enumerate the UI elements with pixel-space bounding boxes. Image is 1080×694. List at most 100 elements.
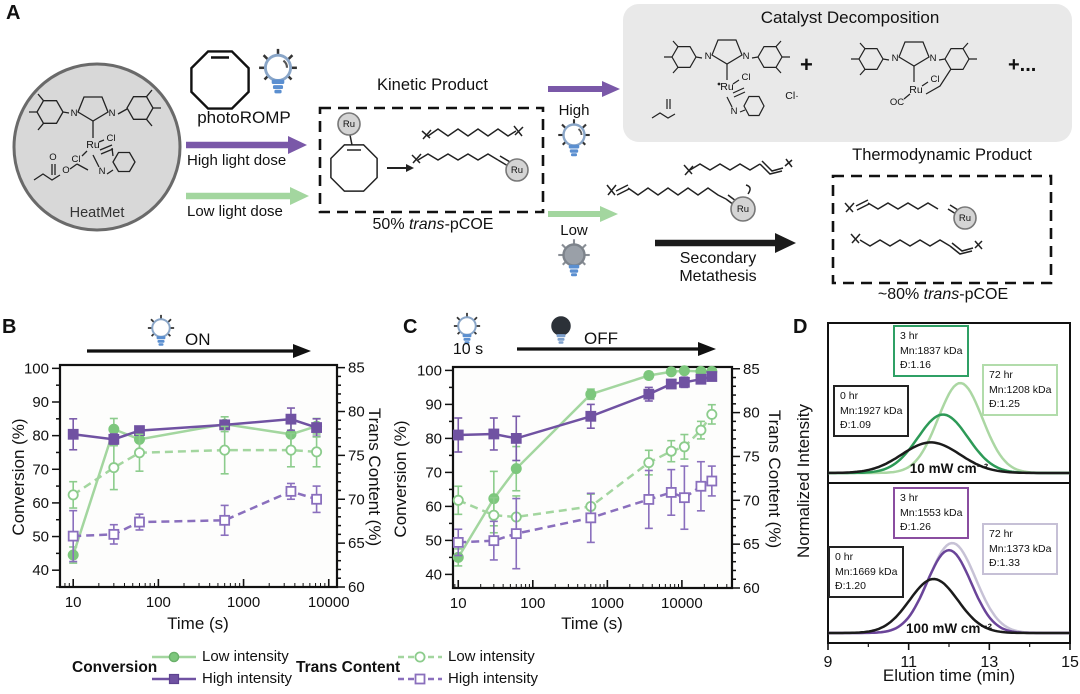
ru-atom-label: Ru [720, 81, 734, 93]
svg-text:70: 70 [32, 461, 49, 478]
svg-text:85: 85 [348, 360, 365, 377]
conversion-trans-chart-light-on: 10 100 1000 10000 40 50 60 70 80 90 100 60 65 70 75 80 8… [24, 360, 365, 611]
decomposition-product-1-sketch [651, 39, 790, 119]
cl-radical-label: Cl· [785, 90, 798, 102]
ru-atom-label: Ru [909, 84, 923, 96]
thermo-caption-prefix: ~80% [877, 286, 924, 303]
kinetic-product-box [318, 106, 545, 214]
svg-text:65: 65 [743, 536, 760, 553]
lightbulb-on-icon [453, 312, 481, 344]
scheme-arrows [186, 81, 796, 253]
gpc-box-mn: Mn:1373 kDa [989, 542, 1052, 555]
kinetic-caption-italic: trans [408, 216, 445, 233]
intensity-annotation-bottom: 100 mW cm⁻² [906, 621, 992, 636]
gpc-annotation-box-72hr-bottom: 72 hr Mn:1373 kDa Đ:1.33 [982, 523, 1059, 576]
kinetic-caption-prefix: 50% [372, 216, 409, 233]
gpc-box-dispersity: Đ:1.33 [989, 557, 1020, 570]
svg-text:80: 80 [743, 405, 760, 422]
panel-d-label: D [793, 316, 808, 338]
svg-text:10: 10 [450, 595, 467, 612]
catalyst-decomposition-title: Catalyst Decomposition [760, 8, 940, 27]
thermodynamic-product-box [831, 174, 1053, 285]
gpc-box-mn: Mn:1669 kDa [835, 565, 898, 578]
gpc-box-mn: Mn:1837 kDa [900, 344, 963, 357]
gpc-annotation-box-3hr-bottom: 3 hr Mn:1553 kDa Đ:1.26 [893, 487, 970, 540]
kinetic-caption-suffix: -pCOE [444, 216, 494, 233]
gpc-box-time: 3 hr [900, 492, 919, 504]
cl-atom-label: Cl [72, 154, 81, 165]
panel-b-time-arrow [87, 344, 311, 358]
n-atom-label: N [892, 53, 899, 64]
n-atom-label: N [930, 53, 937, 64]
thermo-caption-suffix: -pCOE [959, 286, 1009, 303]
gpc-box-mn: Mn:1553 kDa [900, 506, 963, 519]
panel-a-label: A [6, 2, 21, 24]
kinetic-product-caption: 50% trans-pCOE [338, 216, 528, 234]
svg-text:70: 70 [425, 464, 442, 481]
gpc-box-time: 72 hr [989, 369, 1013, 381]
low-label: Low [560, 222, 588, 239]
legend-marker-purple-dashed-open-square [398, 673, 442, 684]
lightbulb-high-icon [558, 119, 590, 157]
gpc-box-mn: Mn:1208 kDa [989, 383, 1052, 396]
legend-marker-green-solid-circle [152, 651, 196, 662]
ru-atom-label: Ru [343, 119, 355, 130]
legend-marker-green-dashed-open-circle [398, 651, 442, 662]
thermodynamic-chains-sketch [844, 199, 983, 255]
svg-text:10: 10 [65, 594, 82, 611]
gpc-box-dispersity: Đ:1.20 [835, 580, 866, 593]
legend-item-trans-high: High intensity [398, 670, 538, 687]
gpc-annotation-box-72hr-top: 72 hr Mn:1208 kDa Đ:1.25 [982, 364, 1059, 417]
gpc-box-dispersity: Đ:1.26 [900, 521, 931, 534]
panel-c-ylabel-left: Conversion (%) [391, 420, 410, 538]
intensity-annotation-top: 10 mW cm⁻² [909, 461, 989, 476]
heatmet-structure-sketch [29, 89, 161, 181]
n-atom-label: N [705, 51, 712, 62]
panel-b-label: B [2, 316, 17, 338]
ru-atom-label: Ru [737, 204, 749, 215]
legend-label: High intensity [448, 670, 539, 687]
svg-text:13: 13 [980, 654, 998, 671]
ru-atom-label: Ru [511, 165, 523, 176]
svg-text:40: 40 [425, 566, 442, 583]
legend-item-conversion-high: High intensity [152, 670, 292, 687]
decomposition-product-2-sketch [851, 41, 977, 100]
svg-text:11: 11 [900, 654, 917, 671]
light-off-label: OFF [584, 329, 618, 348]
svg-text:80: 80 [32, 428, 49, 445]
n-atom-label: N [743, 51, 750, 62]
cl-atom-label: Cl [742, 72, 751, 83]
gpc-box-time: 3 hr [900, 330, 919, 342]
legend-item-conversion-low: Low intensity [152, 648, 289, 665]
thermo-caption-italic: trans [923, 286, 960, 303]
ru-atom-label: Ru [86, 139, 100, 151]
legend-conversion-header: Conversion [72, 659, 158, 676]
legend-trans-header: Trans Content [296, 659, 401, 676]
ru-circle [953, 206, 977, 230]
high-label: High [558, 102, 590, 119]
svg-text:70: 70 [348, 491, 365, 508]
svg-text:60: 60 [32, 495, 49, 512]
svg-text:80: 80 [348, 404, 365, 421]
heatmet-caption: HeatMet [69, 205, 125, 221]
svg-text:75: 75 [348, 447, 365, 464]
svg-text:40: 40 [32, 562, 49, 579]
oc-atom-label: OC [890, 97, 904, 108]
panel-b-ylabel-right: Trans Content (%) [365, 407, 384, 547]
thermodynamic-product-caption: ~80% trans-pCOE [838, 286, 1048, 304]
svg-text:100: 100 [146, 594, 171, 611]
cl-atom-label: Cl [107, 133, 116, 144]
legend-label: Low intensity [448, 648, 535, 665]
svg-text:1000: 1000 [591, 595, 624, 612]
cyclooctene-sketch [190, 50, 250, 110]
ru-circle [337, 112, 361, 136]
kinetic-product-sketch [330, 125, 524, 192]
o-atom-label: O [49, 152, 56, 163]
gpc-box-time: 0 hr [840, 390, 859, 402]
svg-text:100: 100 [417, 362, 442, 379]
svg-text:10000: 10000 [308, 594, 350, 611]
gpc-box-dispersity: Đ:1.09 [840, 419, 871, 432]
svg-text:65: 65 [348, 535, 365, 552]
panel-b-ylabel-left: Conversion (%) [9, 418, 28, 536]
lightbulb-off-icon [551, 316, 571, 344]
